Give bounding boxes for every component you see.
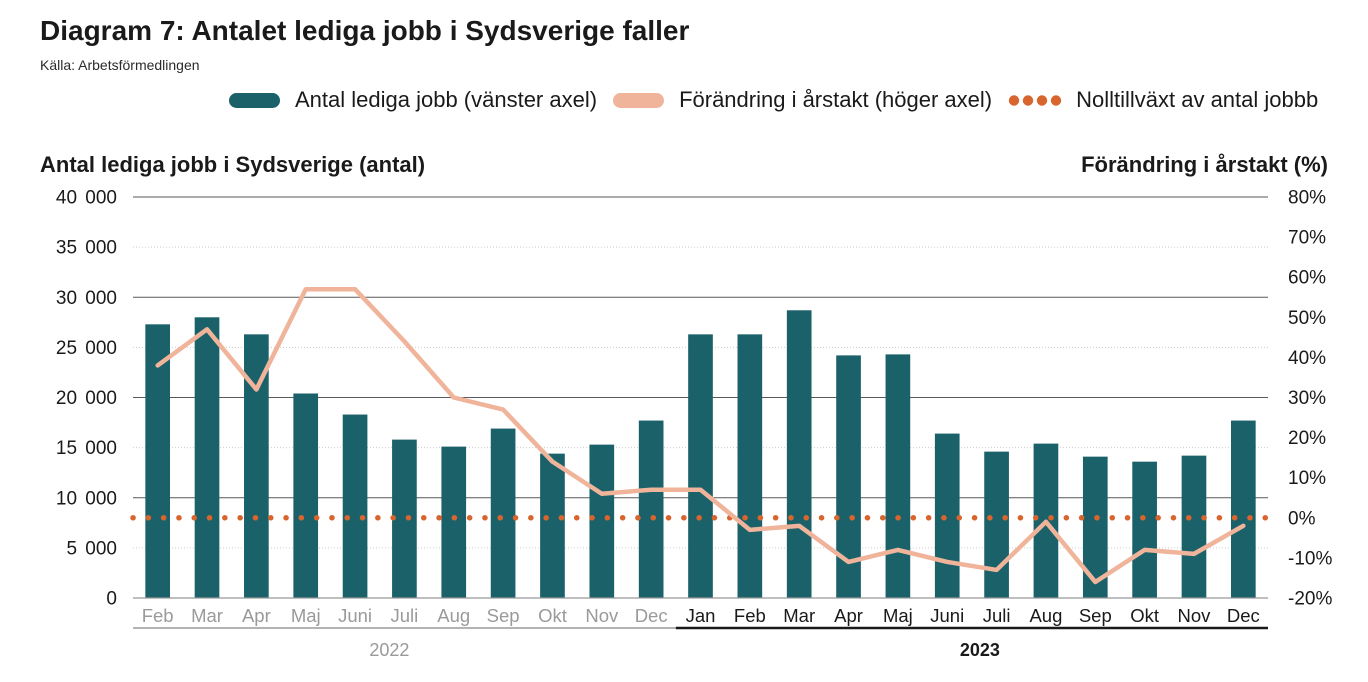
svg-text:Jan: Jan bbox=[686, 605, 716, 626]
svg-text:Aug: Aug bbox=[437, 605, 470, 626]
svg-text:Okt: Okt bbox=[538, 605, 567, 626]
svg-text:2023: 2023 bbox=[960, 640, 1000, 660]
svg-text:50%: 50% bbox=[1288, 308, 1326, 329]
svg-text:Nov: Nov bbox=[1178, 605, 1212, 626]
svg-text:10 000: 10 000 bbox=[56, 488, 117, 509]
svg-text:Mar: Mar bbox=[783, 605, 815, 626]
svg-text:Maj: Maj bbox=[883, 605, 913, 626]
svg-text:-20%: -20% bbox=[1288, 589, 1332, 610]
svg-text:2022: 2022 bbox=[369, 640, 409, 660]
svg-text:15 000: 15 000 bbox=[56, 438, 117, 459]
svg-text:Okt: Okt bbox=[1130, 605, 1159, 626]
svg-text:40%: 40% bbox=[1288, 348, 1326, 369]
svg-text:40 000: 40 000 bbox=[56, 188, 117, 209]
svg-text:Sep: Sep bbox=[1079, 605, 1112, 626]
svg-text:Apr: Apr bbox=[242, 605, 271, 626]
svg-text:10%: 10% bbox=[1288, 468, 1326, 489]
svg-text:Dec: Dec bbox=[635, 605, 668, 626]
svg-text:30%: 30% bbox=[1288, 388, 1326, 409]
svg-text:Dec: Dec bbox=[1227, 605, 1260, 626]
svg-text:0: 0 bbox=[106, 589, 117, 610]
svg-text:Aug: Aug bbox=[1029, 605, 1062, 626]
svg-text:5 000: 5 000 bbox=[66, 538, 117, 559]
svg-text:Mar: Mar bbox=[191, 605, 223, 626]
svg-text:Maj: Maj bbox=[291, 605, 321, 626]
svg-text:Juli: Juli bbox=[983, 605, 1011, 626]
svg-text:Juli: Juli bbox=[391, 605, 419, 626]
svg-text:Apr: Apr bbox=[834, 605, 863, 626]
svg-text:80%: 80% bbox=[1288, 188, 1326, 209]
svg-text:25 000: 25 000 bbox=[56, 338, 117, 359]
svg-text:Nov: Nov bbox=[585, 605, 619, 626]
svg-text:60%: 60% bbox=[1288, 268, 1326, 289]
svg-text:Juni: Juni bbox=[338, 605, 372, 626]
svg-text:20 000: 20 000 bbox=[56, 388, 117, 409]
svg-text:Feb: Feb bbox=[142, 605, 174, 626]
svg-text:-10%: -10% bbox=[1288, 548, 1332, 569]
svg-text:Juni: Juni bbox=[930, 605, 964, 626]
svg-text:70%: 70% bbox=[1288, 228, 1326, 249]
svg-text:35 000: 35 000 bbox=[56, 238, 117, 259]
svg-text:Feb: Feb bbox=[734, 605, 766, 626]
svg-text:30 000: 30 000 bbox=[56, 288, 117, 309]
svg-text:20%: 20% bbox=[1288, 428, 1326, 449]
svg-text:0%: 0% bbox=[1288, 508, 1316, 529]
svg-text:Sep: Sep bbox=[487, 605, 520, 626]
